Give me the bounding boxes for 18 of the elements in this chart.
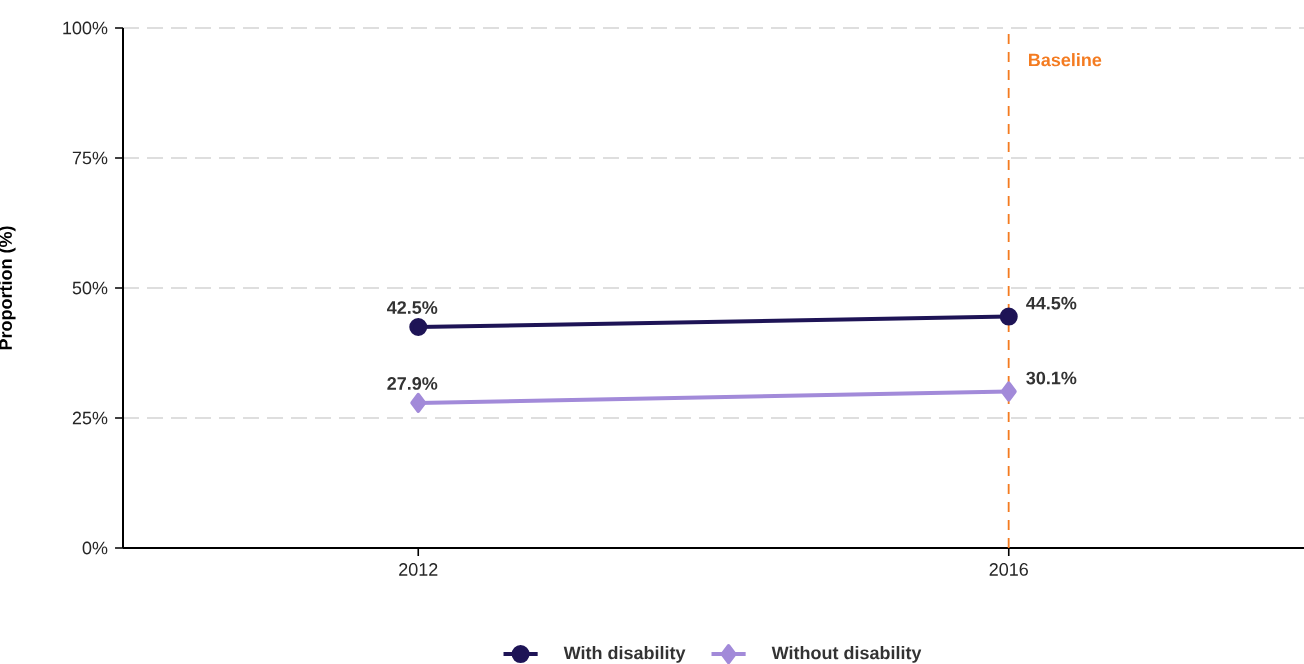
x-tick-label: 2016: [989, 563, 1028, 576]
y-tick-label: 25%: [72, 411, 108, 425]
x-tick-label: 2012: [399, 563, 438, 576]
legend-label: With disability: [563, 646, 686, 663]
y-tick-label: 50%: [72, 281, 108, 295]
data-label: 42.5%: [387, 301, 438, 314]
point: [410, 392, 427, 413]
point: [1000, 381, 1017, 402]
point: [409, 318, 428, 336]
y-tick-label: 100%: [63, 21, 108, 35]
data-label: 44.5%: [1026, 296, 1077, 310]
data-label: 30.1%: [1026, 371, 1077, 385]
data-label: 27.9%: [387, 377, 438, 390]
legend-label: Without disability: [771, 646, 922, 663]
y-tick-label: 75%: [72, 151, 108, 165]
y-tick-label: 0%: [82, 541, 108, 555]
ref-line-label: Baseline: [1029, 53, 1102, 67]
point: [999, 307, 1018, 326]
